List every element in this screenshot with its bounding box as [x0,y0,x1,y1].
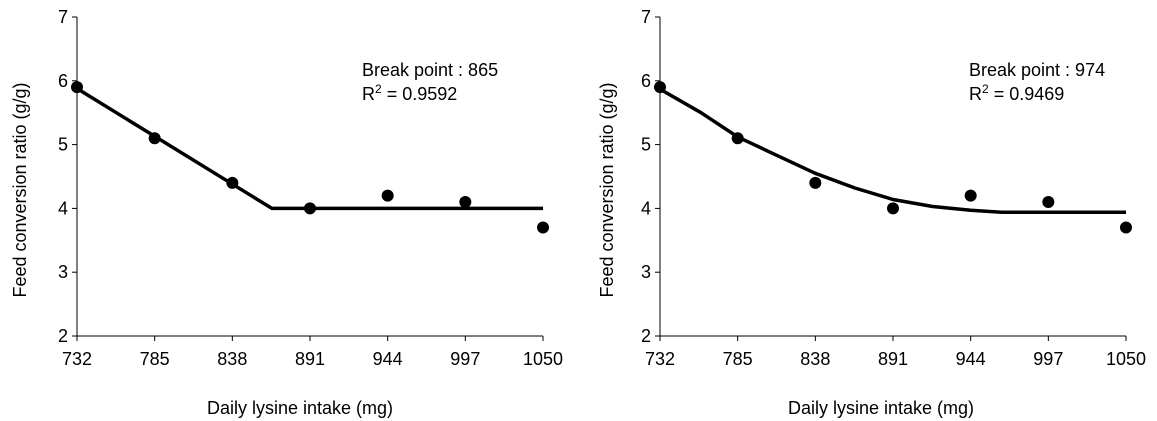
data-point [964,189,977,202]
r-squared-prefix: R [969,84,982,104]
y-tick-label: 3 [58,262,68,282]
x-tick-label: 1050 [1106,349,1146,369]
x-tick-label: 732 [62,349,92,369]
break-point-annotation: Break point : 974 [969,60,1105,80]
data-point [731,132,744,145]
data-point [1042,196,1055,209]
data-point [71,81,83,94]
x-tick-label: 997 [450,349,480,369]
chart-right: Feed conversion ratio (g/g) Daily lysine… [597,7,1146,418]
x-axis-title: Daily lysine intake (mg) [207,398,393,418]
data-point [381,189,394,202]
fit-line [659,87,1126,214]
y-axis-title: Feed conversion ratio (g/g) [597,82,617,297]
data-point [226,176,239,189]
y-tick-label: 4 [58,198,68,218]
data-point [1120,221,1132,234]
r-squared-superscript: 2 [982,82,989,96]
y-tick-label: 2 [58,326,68,346]
fit-line [76,87,543,211]
x-tick-label: 1050 [523,349,563,369]
data-point [459,196,472,209]
data-point [809,176,822,189]
chart-panel-left: Feed conversion ratio (g/g) Daily lysine… [0,0,578,421]
y-tick-label: 4 [641,198,651,218]
chart-left: Feed conversion ratio (g/g) Daily lysine… [10,7,563,418]
data-point [654,81,666,94]
x-tick-label: 785 [723,349,753,369]
r-squared-prefix: R [362,84,375,104]
y-tick-label: 5 [641,135,651,155]
r-squared-annotation: R2 = 0.9469 [969,82,1064,104]
x-tick-label: 891 [878,349,908,369]
x-tick-label: 785 [140,349,170,369]
r-squared-value: = 0.9592 [382,84,458,104]
x-tick-label: 838 [217,349,247,369]
x-axis-title: Daily lysine intake (mg) [788,398,974,418]
break-point-annotation: Break point : 865 [362,60,498,80]
y-tick-label: 6 [641,71,651,91]
y-tick-label: 3 [641,262,651,282]
x-tick-label: 944 [373,349,403,369]
x-tick-label: 838 [800,349,830,369]
y-tick-label: 5 [58,135,68,155]
data-point [148,132,161,145]
data-point [537,221,549,234]
data-point [304,202,316,215]
chart-panel-right: Feed conversion ratio (g/g) Daily lysine… [579,0,1157,421]
y-tick-label: 2 [641,326,651,346]
x-tick-label: 997 [1033,349,1063,369]
y-tick-label: 7 [641,7,651,27]
x-tick-label: 891 [295,349,325,369]
r-squared-superscript: 2 [375,82,382,96]
y-tick-label: 7 [58,7,68,27]
r-squared-annotation: R2 = 0.9592 [362,82,457,104]
r-squared-value: = 0.9469 [989,84,1065,104]
y-axis-title: Feed conversion ratio (g/g) [10,82,30,297]
x-tick-label: 944 [956,349,986,369]
data-point [887,202,899,215]
y-tick-label: 6 [58,71,68,91]
x-tick-label: 732 [645,349,675,369]
